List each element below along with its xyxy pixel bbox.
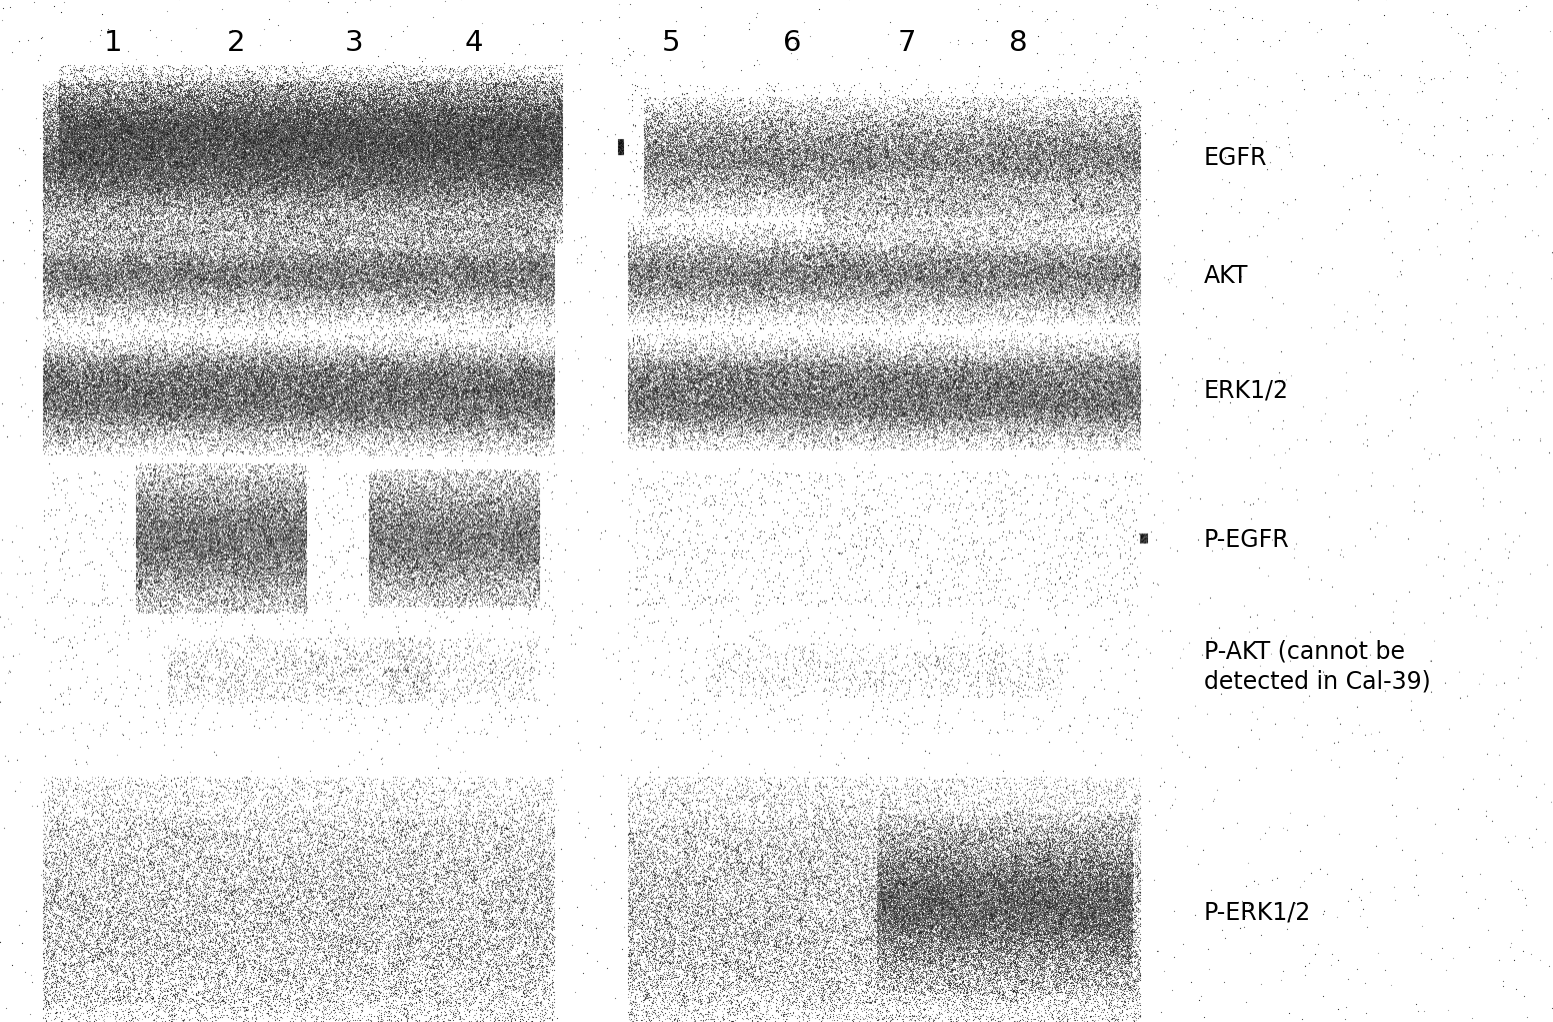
Text: 5: 5 [662,29,680,57]
Text: 2: 2 [227,29,245,57]
Text: 7: 7 [898,29,916,57]
Text: P-ERK1/2: P-ERK1/2 [1204,900,1311,925]
Text: EGFR: EGFR [1204,146,1267,171]
Text: 6: 6 [783,29,801,57]
Text: 4: 4 [464,29,483,57]
Text: 8: 8 [1009,29,1028,57]
Text: AKT: AKT [1204,264,1249,288]
Text: P-AKT (cannot be
detected in Cal-39): P-AKT (cannot be detected in Cal-39) [1204,640,1430,693]
Text: ERK1/2: ERK1/2 [1204,378,1289,403]
Text: 3: 3 [345,29,363,57]
Text: P-EGFR: P-EGFR [1204,527,1289,552]
Text: 1: 1 [104,29,123,57]
